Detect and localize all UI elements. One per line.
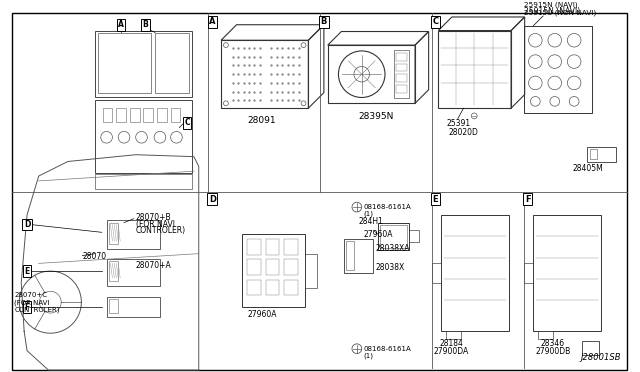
- Bar: [130, 108, 140, 122]
- Bar: [346, 241, 354, 270]
- Bar: [396, 74, 407, 82]
- Text: C: C: [433, 17, 438, 26]
- Bar: [109, 222, 118, 244]
- Text: B: B: [143, 20, 148, 29]
- Text: 27960A: 27960A: [247, 310, 276, 319]
- Text: 28091: 28091: [248, 116, 276, 125]
- Bar: [157, 108, 167, 122]
- Bar: [102, 108, 113, 122]
- Bar: [582, 341, 600, 355]
- Text: A: A: [118, 20, 124, 29]
- Text: 08168-6161A: 08168-6161A: [364, 204, 412, 210]
- Text: 27900DB: 27900DB: [535, 347, 570, 356]
- Bar: [587, 147, 616, 161]
- Bar: [95, 174, 192, 189]
- Text: (1): (1): [364, 353, 374, 359]
- Bar: [524, 26, 591, 113]
- Text: 25391: 25391: [446, 119, 470, 128]
- Text: 28070+C: 28070+C: [15, 292, 47, 298]
- Text: 284H1: 284H1: [359, 217, 383, 226]
- Bar: [171, 108, 180, 122]
- Bar: [446, 331, 461, 339]
- Bar: [107, 220, 160, 249]
- Text: 28038XA: 28038XA: [375, 244, 410, 253]
- Text: (1): (1): [364, 211, 374, 218]
- Bar: [109, 299, 118, 313]
- Text: 28020D: 28020D: [448, 128, 478, 137]
- Text: F: F: [24, 302, 29, 311]
- Bar: [394, 50, 409, 99]
- Text: 28395N: 28395N: [358, 112, 394, 121]
- Text: E: E: [433, 195, 438, 204]
- Bar: [247, 280, 261, 295]
- Text: 28184: 28184: [439, 339, 463, 348]
- Bar: [438, 31, 511, 108]
- Text: E: E: [24, 267, 29, 276]
- Bar: [431, 263, 441, 283]
- Bar: [380, 225, 407, 248]
- Text: CONTROLER): CONTROLER): [136, 227, 186, 235]
- Text: 25915N (NAVI): 25915N (NAVI): [524, 7, 580, 16]
- Bar: [155, 33, 189, 93]
- Text: B: B: [321, 17, 327, 26]
- Bar: [396, 85, 407, 93]
- Text: D: D: [24, 220, 30, 229]
- Bar: [243, 234, 305, 307]
- Text: 28070+A: 28070+A: [136, 262, 172, 270]
- Text: 28070+B: 28070+B: [136, 213, 172, 222]
- Text: 08168-6161A: 08168-6161A: [364, 346, 412, 352]
- Text: 28070: 28070: [83, 252, 106, 261]
- Bar: [116, 108, 126, 122]
- Bar: [284, 280, 298, 295]
- Bar: [328, 45, 415, 103]
- Text: 25915N (NAVI)
25915U (NON NAVI): 25915N (NAVI) 25915U (NON NAVI): [524, 1, 596, 16]
- Text: A: A: [209, 17, 216, 26]
- Bar: [143, 108, 153, 122]
- Bar: [98, 33, 151, 93]
- Bar: [266, 280, 279, 295]
- Text: J28001SB: J28001SB: [580, 353, 621, 362]
- Text: 28038X: 28038X: [375, 263, 404, 272]
- Bar: [95, 100, 192, 173]
- Bar: [441, 215, 509, 331]
- Bar: [589, 149, 597, 158]
- Text: D: D: [209, 195, 216, 204]
- Bar: [344, 239, 373, 273]
- Bar: [524, 263, 533, 283]
- Bar: [107, 297, 160, 317]
- Text: 28346: 28346: [541, 339, 565, 348]
- Text: 28405M: 28405M: [572, 164, 603, 173]
- Bar: [247, 239, 261, 254]
- Bar: [396, 53, 407, 61]
- Text: (FOR NAVI: (FOR NAVI: [15, 299, 50, 306]
- Text: CONTROLER): CONTROLER): [15, 306, 60, 312]
- Text: 27960A: 27960A: [364, 230, 393, 239]
- Bar: [538, 331, 553, 339]
- Bar: [266, 239, 279, 254]
- Text: C: C: [184, 118, 190, 127]
- Bar: [284, 239, 298, 254]
- Bar: [266, 260, 279, 275]
- Bar: [396, 64, 407, 71]
- Bar: [247, 260, 261, 275]
- Bar: [533, 215, 602, 331]
- Bar: [109, 262, 118, 281]
- Bar: [221, 40, 308, 108]
- Text: F: F: [525, 195, 531, 204]
- Text: (FOR NAVI: (FOR NAVI: [136, 220, 175, 229]
- Bar: [284, 260, 298, 275]
- Bar: [107, 259, 160, 286]
- Bar: [378, 222, 409, 250]
- Bar: [305, 254, 317, 288]
- Bar: [409, 230, 419, 242]
- Text: 27900DA: 27900DA: [433, 347, 468, 356]
- Bar: [95, 31, 192, 96]
